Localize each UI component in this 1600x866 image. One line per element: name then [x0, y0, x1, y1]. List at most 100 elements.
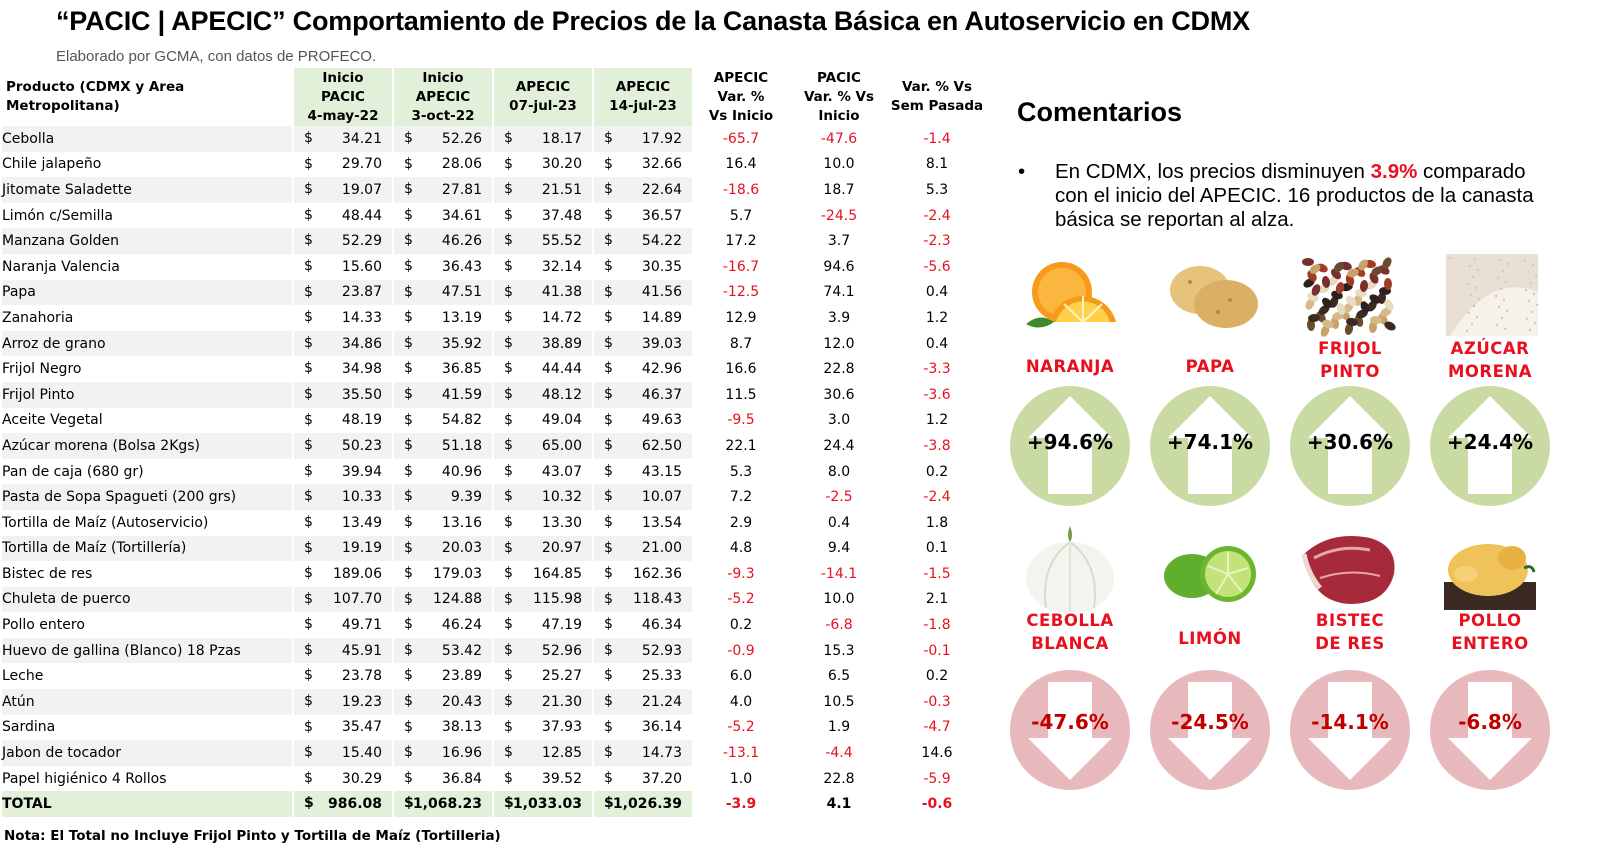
- price-cell: $25.33: [592, 663, 692, 690]
- variation-cell: -4.7: [923, 719, 951, 736]
- price-cell: $54.22: [592, 228, 692, 254]
- variation-cell: -1.8: [923, 617, 951, 634]
- variation-cell: 10.0: [823, 156, 855, 173]
- currency-symbol: $: [504, 667, 513, 684]
- price-cell: $20.03: [392, 535, 492, 562]
- variation-cell: 15.3: [823, 642, 855, 659]
- price-value: 21.51: [541, 181, 582, 198]
- price-cell: $28.06: [392, 151, 492, 178]
- price-value: 124.88: [433, 591, 482, 608]
- currency-symbol: $: [604, 616, 613, 633]
- price-cell: $9.39: [392, 484, 492, 510]
- price-value: 52.29: [341, 233, 382, 250]
- arrow-up-icon: [1290, 386, 1410, 506]
- variation-cell: -13.1: [722, 745, 760, 762]
- currency-symbol: $: [604, 309, 613, 326]
- variation-percent: +94.6%: [1026, 430, 1114, 454]
- price-cell: $52.93: [592, 637, 692, 664]
- price-value: 13.16: [441, 514, 482, 531]
- currency-symbol: $: [404, 718, 413, 735]
- price-value: 1,026.39: [612, 796, 682, 813]
- currency-symbol: $: [304, 130, 313, 146]
- product-name-cell: Papel higiénico 4 Rollos: [2, 770, 167, 787]
- currency-symbol: $: [304, 539, 313, 556]
- price-value: 52.93: [641, 642, 682, 659]
- price-cell: $13.54: [592, 509, 692, 536]
- table-row: Tortilla de Maíz (Tortillería) $19.19 $20.…: [2, 535, 986, 562]
- price-cell: $36.85: [392, 356, 492, 382]
- table-header-row: Producto (CDMX y Area Metropolitana) Ini…: [2, 68, 986, 126]
- product-name-cell: Arroz de grano: [2, 330, 292, 357]
- price-cell: $36.14: [592, 714, 692, 741]
- price-cell: $14.73: [592, 740, 692, 766]
- price-cell: $179.03: [392, 561, 492, 587]
- product-name-cell: Cebolla: [2, 126, 292, 152]
- price-value: 62.50: [641, 437, 682, 454]
- variation-cell: -0.9: [727, 642, 755, 659]
- price-cell: $45.91: [292, 637, 392, 664]
- price-cell: $38.89: [492, 330, 592, 357]
- price-cell: $124.88: [392, 586, 492, 613]
- price-cell: $1,033.03: [492, 791, 592, 818]
- variation-percent: +74.1%: [1166, 430, 1254, 454]
- arrow-up-icon: [1430, 386, 1550, 506]
- variation-cell: 10.0: [823, 591, 855, 608]
- price-value: 25.33: [641, 668, 682, 685]
- currency-symbol: $: [604, 488, 613, 505]
- price-cell: $46.26: [392, 228, 492, 254]
- currency-symbol: $: [304, 155, 313, 172]
- currency-symbol: $: [604, 334, 613, 351]
- price-value: 36.84: [441, 770, 482, 787]
- price-cell: $49.04: [492, 407, 592, 434]
- currency-symbol: $: [604, 360, 613, 377]
- comment-bullet-item: • En CDMX, los precios disminuyen 3.9% c…: [1018, 160, 1558, 232]
- table-row: Chuleta de puerco $107.70 $124.88 $115.98 $1…: [2, 586, 986, 613]
- arrow-down-icon: [1290, 670, 1410, 790]
- variation-cell: -5.2: [727, 591, 755, 608]
- column-header-var-sem-pasada: Var. % Vs Sem Pasada: [890, 79, 984, 114]
- price-value: 49.71: [341, 617, 382, 634]
- potato-icon: [1160, 252, 1260, 340]
- currency-symbol: $: [304, 616, 313, 633]
- price-cell: $1,068.23: [392, 791, 492, 818]
- currency-symbol: $: [404, 437, 413, 454]
- table-row: Pan de caja (680 gr) $39.94 $40.96 $43.07 $4…: [2, 458, 986, 485]
- price-cell: $118.43: [592, 586, 692, 613]
- table-row: Papel higiénico 4 Rollos $30.29 $36.84 $39.…: [2, 765, 986, 792]
- variation-cell: 6.5: [827, 668, 851, 685]
- currency-symbol: $: [404, 411, 413, 428]
- currency-symbol: $: [604, 206, 613, 223]
- currency-symbol: $: [504, 334, 513, 351]
- product-name-cell: Limón c/Semilla: [2, 207, 114, 224]
- column-header-inicio-pacic: Inicio PACIC 4-may-22: [292, 68, 392, 126]
- table-row: Sardina $35.47 $38.13 $37.93 $36.14 -5.2 1.9 -4…: [2, 714, 986, 741]
- price-value: 15.40: [341, 745, 382, 762]
- price-value: 43.07: [541, 463, 582, 480]
- variation-cell: 12.9: [725, 309, 757, 326]
- price-cell: $35.47: [292, 714, 392, 741]
- product-name-cell: Naranja Valencia: [2, 258, 120, 275]
- currency-symbol: $: [404, 565, 413, 582]
- price-value: 34.21: [341, 130, 382, 147]
- price-cell: $46.37: [592, 381, 692, 408]
- price-cell: $39.94: [292, 458, 392, 485]
- variation-cell: 2.9: [729, 514, 753, 531]
- price-value: 22.64: [641, 181, 682, 198]
- variation-cell: -6.8: [825, 617, 853, 634]
- price-cell: $12.85: [492, 740, 592, 766]
- variation-cell: -3.3: [923, 361, 951, 378]
- price-value: 13.49: [341, 514, 382, 531]
- price-cell: $37.93: [492, 714, 592, 741]
- price-cell: $16.96: [392, 740, 492, 766]
- price-cell: $21.51: [492, 177, 592, 203]
- price-value: 29.70: [341, 156, 382, 173]
- price-value: 107.70: [333, 591, 382, 608]
- table-row: Jabon de tocador $15.40 $16.96 $12.85 $14.73…: [2, 740, 986, 766]
- price-value: 39.94: [341, 463, 382, 480]
- variation-cell: 0.4: [925, 335, 949, 352]
- currency-symbol: $: [304, 744, 313, 761]
- price-cell: $43.15: [592, 458, 692, 485]
- currency-symbol: $: [604, 718, 613, 735]
- currency-symbol: $: [404, 462, 413, 479]
- page-title: “PACIC | APECIC” Comportamiento de Preci…: [56, 6, 1250, 36]
